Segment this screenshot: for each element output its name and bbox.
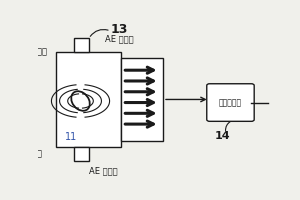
Text: AE 传感器: AE 传感器 bbox=[105, 35, 133, 44]
Ellipse shape bbox=[71, 91, 90, 111]
Text: 逆压波: 逆压波 bbox=[33, 47, 48, 56]
Bar bbox=[74, 38, 89, 52]
Text: 前置放大器: 前置放大器 bbox=[219, 98, 242, 107]
Text: 裂纹: 裂纹 bbox=[33, 150, 43, 159]
Bar bbox=[74, 147, 89, 161]
Text: 13: 13 bbox=[110, 23, 128, 36]
Text: AE 传感器: AE 传感器 bbox=[89, 166, 118, 175]
Bar bbox=[121, 58, 163, 141]
FancyBboxPatch shape bbox=[207, 84, 254, 121]
Text: 14: 14 bbox=[214, 131, 230, 141]
Bar bbox=[56, 52, 121, 147]
Text: 11: 11 bbox=[65, 132, 77, 142]
